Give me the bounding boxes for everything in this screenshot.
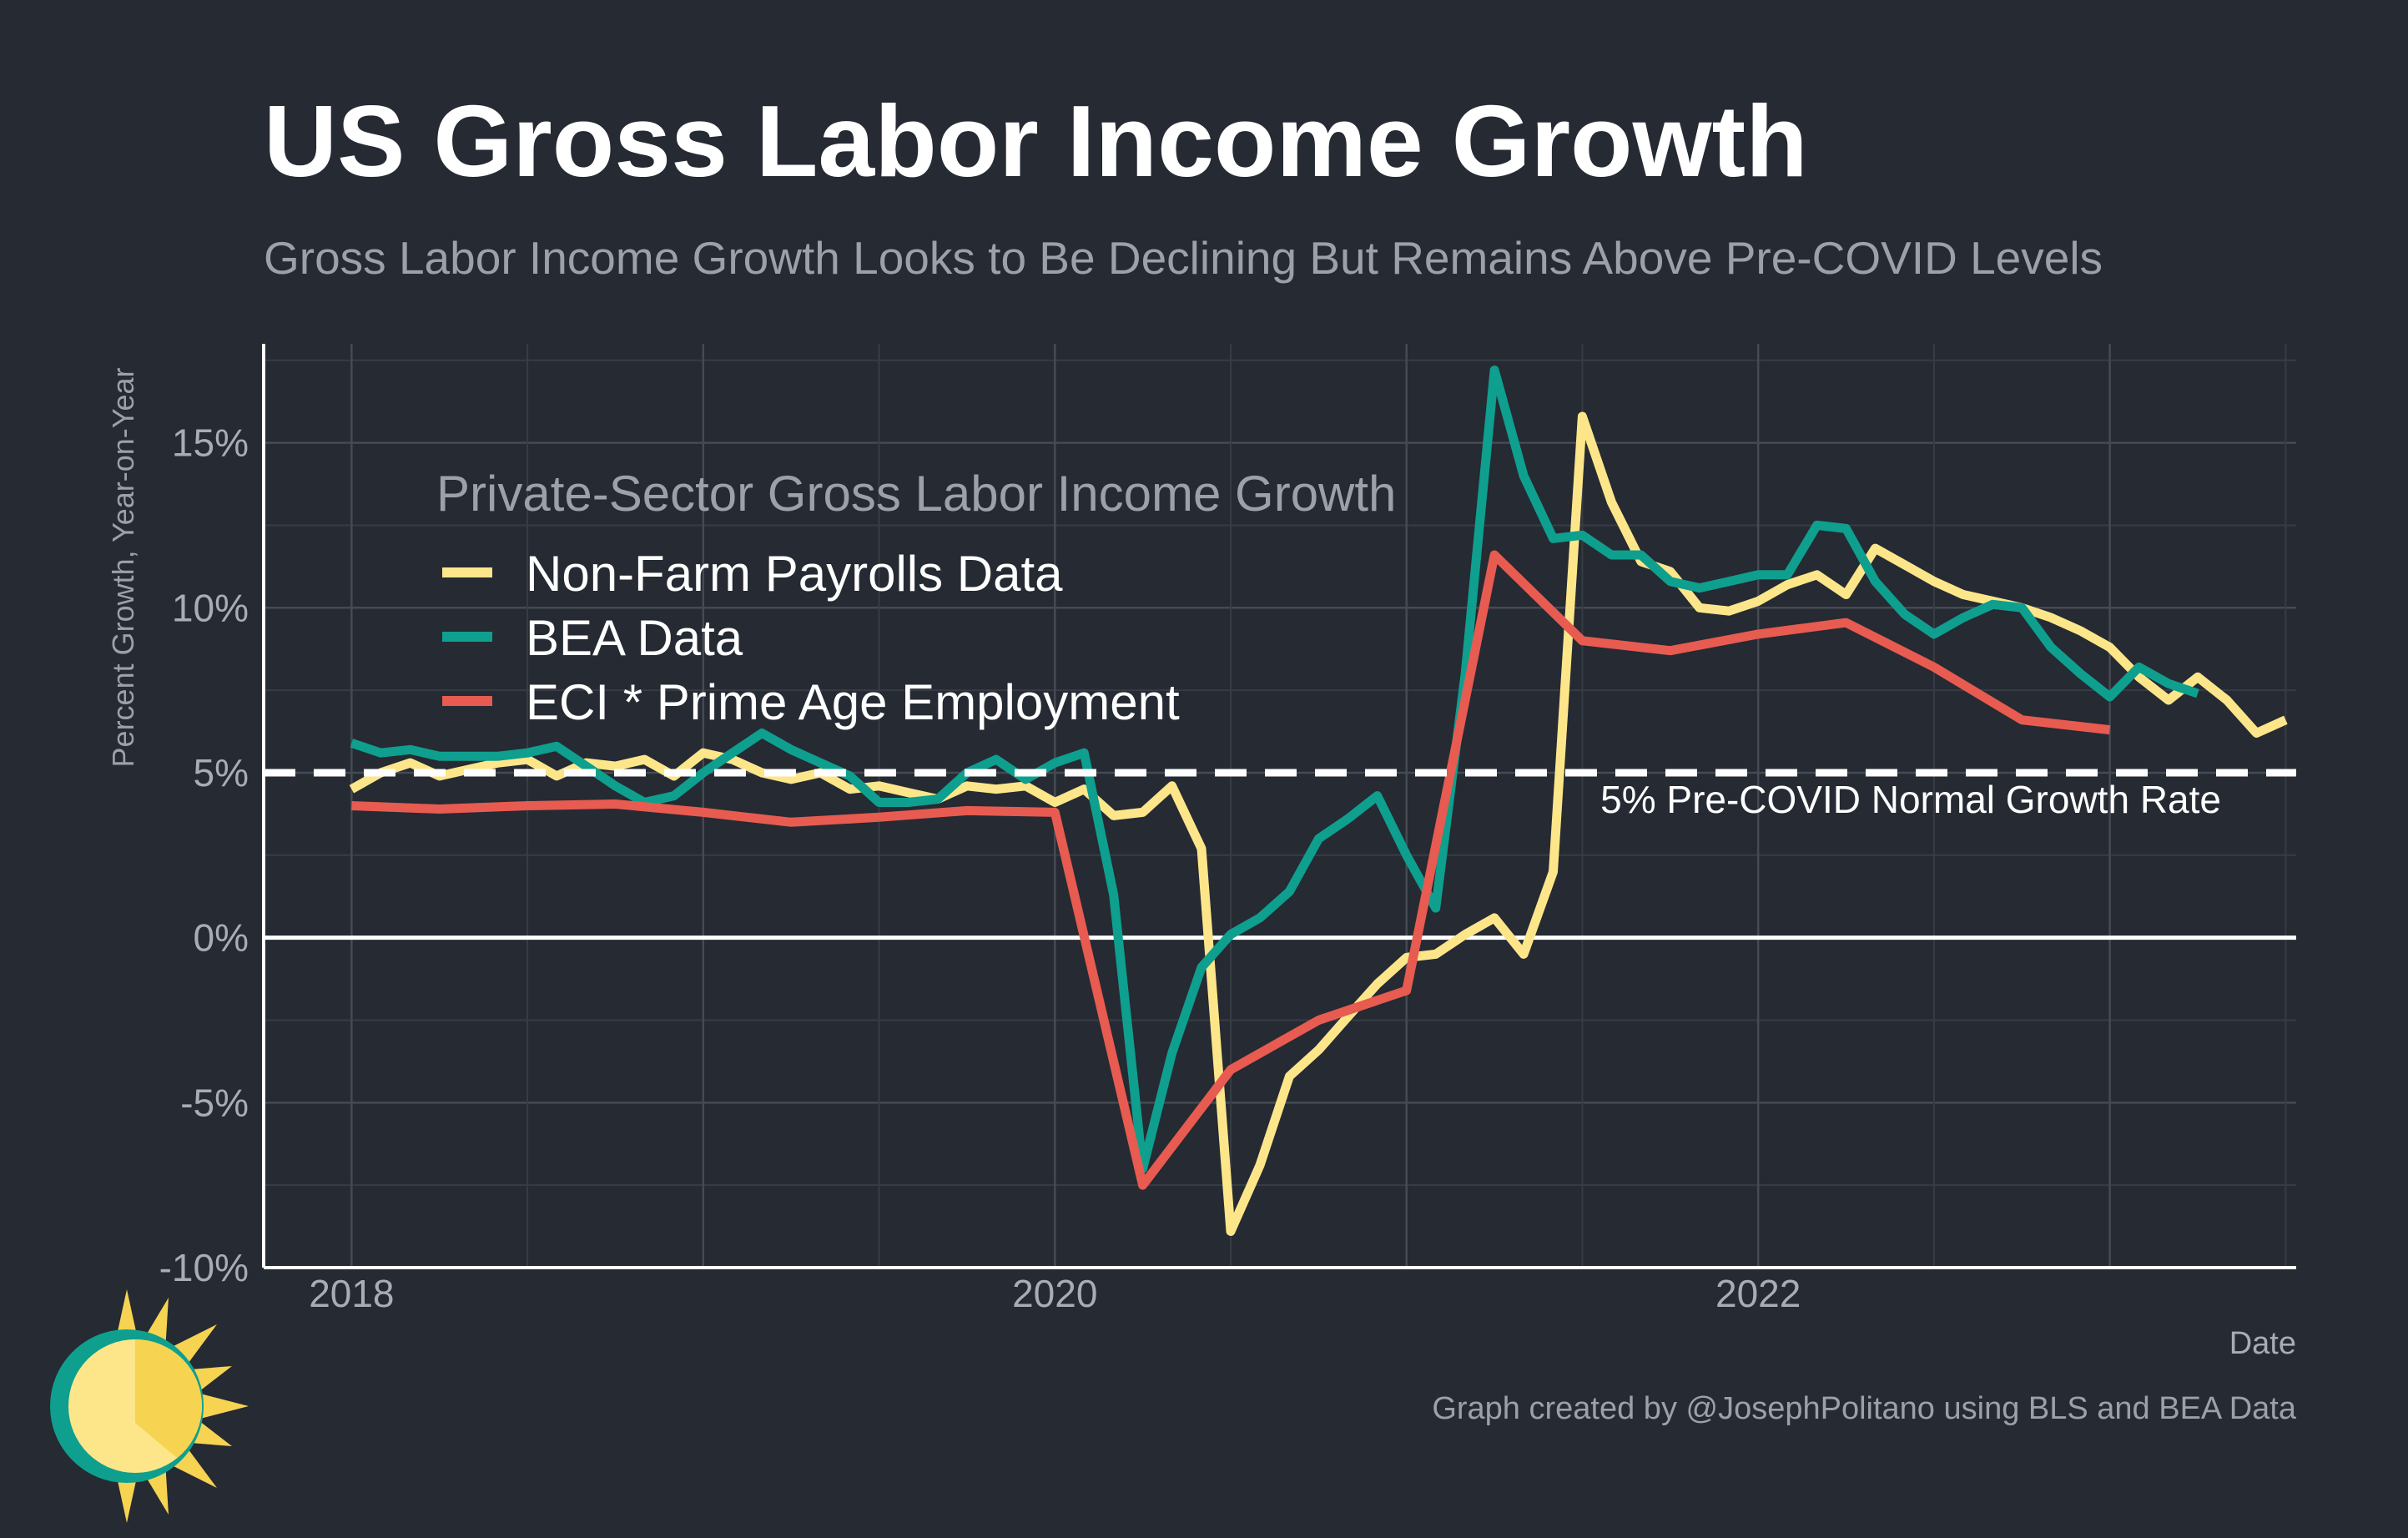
y-tick-label: 5%: [194, 751, 249, 794]
legend-label-nfp: Non-Farm Payrolls Data: [526, 546, 1063, 602]
series-line-1: [350, 366, 2199, 1173]
y-tick-label: 15%: [172, 421, 249, 465]
axes: [262, 344, 2296, 1269]
x-tick-label: 2020: [1012, 1272, 1097, 1315]
legend-item-eci: ECI * Prime Age Employment: [442, 674, 1180, 730]
y-tick-label: -10%: [159, 1246, 249, 1289]
y-tick-labels: 15% 10% 5% 0% -5% -10%: [159, 421, 249, 1289]
y-tick-label: 0%: [194, 916, 249, 960]
x-tick-label: 2022: [1715, 1272, 1801, 1315]
series-line-0: [349, 411, 2288, 1236]
sun-logo-icon: [50, 1289, 249, 1523]
legend-label-eci: ECI * Prime Age Employment: [526, 674, 1180, 730]
reference-line-label: 5% Pre-COVID Normal Growth Rate: [1600, 778, 2221, 821]
y-tick-label: -5%: [180, 1081, 249, 1124]
legend-item-bea: BEA Data: [442, 610, 743, 666]
legend: Private-Sector Gross Labor Income Growth…: [436, 466, 1396, 730]
chart-caption: Graph created by @JosephPolitano using B…: [1432, 1391, 2297, 1426]
legend-label-bea: BEA Data: [526, 610, 743, 666]
series-line-2: [351, 550, 2111, 1190]
x-tick-labels: 2018 2020 2022: [309, 1272, 1801, 1315]
y-axis-label: Percent Growth, Year-on-Year: [106, 368, 140, 768]
y-tick-label: 10%: [172, 586, 249, 629]
x-tick-label: 2018: [309, 1272, 394, 1315]
chart-title: US Gross Labor Income Growth: [264, 84, 1808, 198]
legend-item-nfp: Non-Farm Payrolls Data: [442, 546, 1063, 602]
chart-subtitle: Gross Labor Income Growth Looks to Be De…: [264, 232, 2103, 284]
legend-title: Private-Sector Gross Labor Income Growth: [436, 466, 1396, 522]
x-axis-label: Date: [2229, 1326, 2296, 1361]
series-lines: [264, 366, 2296, 1236]
